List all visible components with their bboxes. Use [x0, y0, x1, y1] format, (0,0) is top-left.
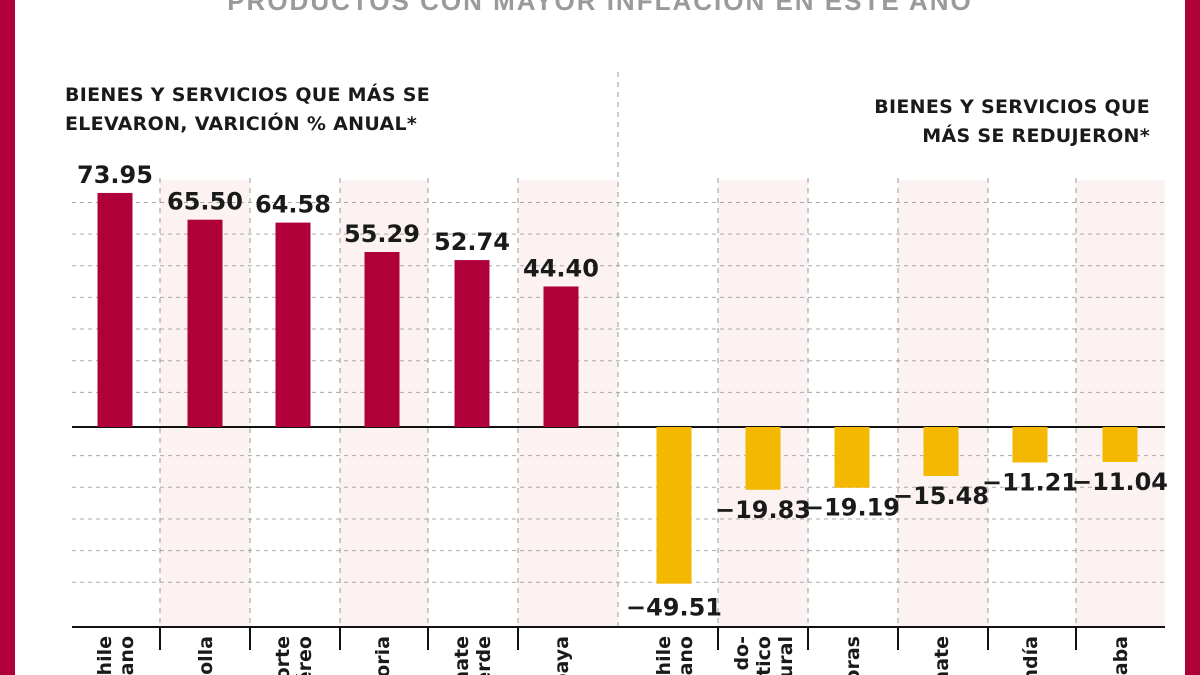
bar [834, 427, 870, 488]
column-shade [718, 180, 808, 627]
chart-title: PRODUCTOS CON MAYOR INFLACIÓN EN ESTE AÑ… [227, 0, 973, 16]
category-label: bolla [195, 636, 217, 675]
data-label: −11.04 [1072, 468, 1168, 496]
data-label: 65.50 [167, 188, 243, 216]
bar [1012, 427, 1048, 463]
category-label: nate [931, 636, 953, 675]
category-label: Chile [653, 636, 675, 675]
right-border [1185, 0, 1200, 675]
data-label: 55.29 [344, 220, 420, 248]
category-label: noria [372, 636, 394, 675]
right-header: BIENES Y SERVICIOS QUE MÁS SE REDUJERON* [874, 93, 1150, 151]
category-label: yaba [1110, 636, 1132, 675]
data-label: −15.48 [893, 482, 989, 510]
bar [275, 222, 311, 427]
left-header-line-2: ELEVARON, VARICIÓN % ANUAL* [65, 113, 418, 135]
data-label: −19.19 [804, 494, 900, 522]
bar [745, 427, 781, 490]
category-label: verde [473, 636, 495, 675]
left-border [0, 0, 15, 675]
bar [543, 286, 579, 427]
data-label: 73.95 [77, 161, 153, 189]
category-label: lano [116, 636, 138, 675]
category-label: stico [753, 636, 775, 675]
category-label: nate [451, 636, 473, 675]
left-header-line-1: BIENES Y SERVICIOS QUE MÁS SE [65, 84, 431, 106]
bar [656, 427, 692, 584]
category-label: ndía [1020, 636, 1042, 675]
data-label: −11.21 [982, 468, 1078, 496]
data-label: 64.58 [255, 191, 331, 219]
right-header-line-2: MÁS SE REDUJERON* [922, 125, 1150, 147]
category-label: porte [272, 636, 294, 675]
category-label: rano [675, 636, 697, 675]
bar [1102, 427, 1138, 462]
data-label: −49.51 [626, 594, 722, 622]
right-header-line-1: BIENES Y SERVICIOS QUE [874, 96, 1150, 118]
category-label: tural [775, 636, 797, 675]
left-header: BIENES Y SERVICIOS QUE MÁS SE ELEVARON, … [65, 81, 430, 139]
category-label: aéreo [294, 636, 316, 675]
category-label: do- [731, 636, 753, 671]
column-shade [1076, 180, 1165, 627]
bar [454, 260, 490, 427]
bar [97, 192, 133, 427]
bar [923, 427, 959, 476]
category-label: Chile [94, 636, 116, 675]
category-label: paya [551, 636, 573, 675]
bar [364, 252, 400, 427]
bar [187, 219, 223, 427]
data-label: −19.83 [715, 496, 811, 524]
data-label: 52.74 [434, 228, 510, 256]
category-label: oras [842, 636, 864, 675]
column-shade [898, 180, 988, 627]
data-label: 44.40 [523, 254, 599, 282]
